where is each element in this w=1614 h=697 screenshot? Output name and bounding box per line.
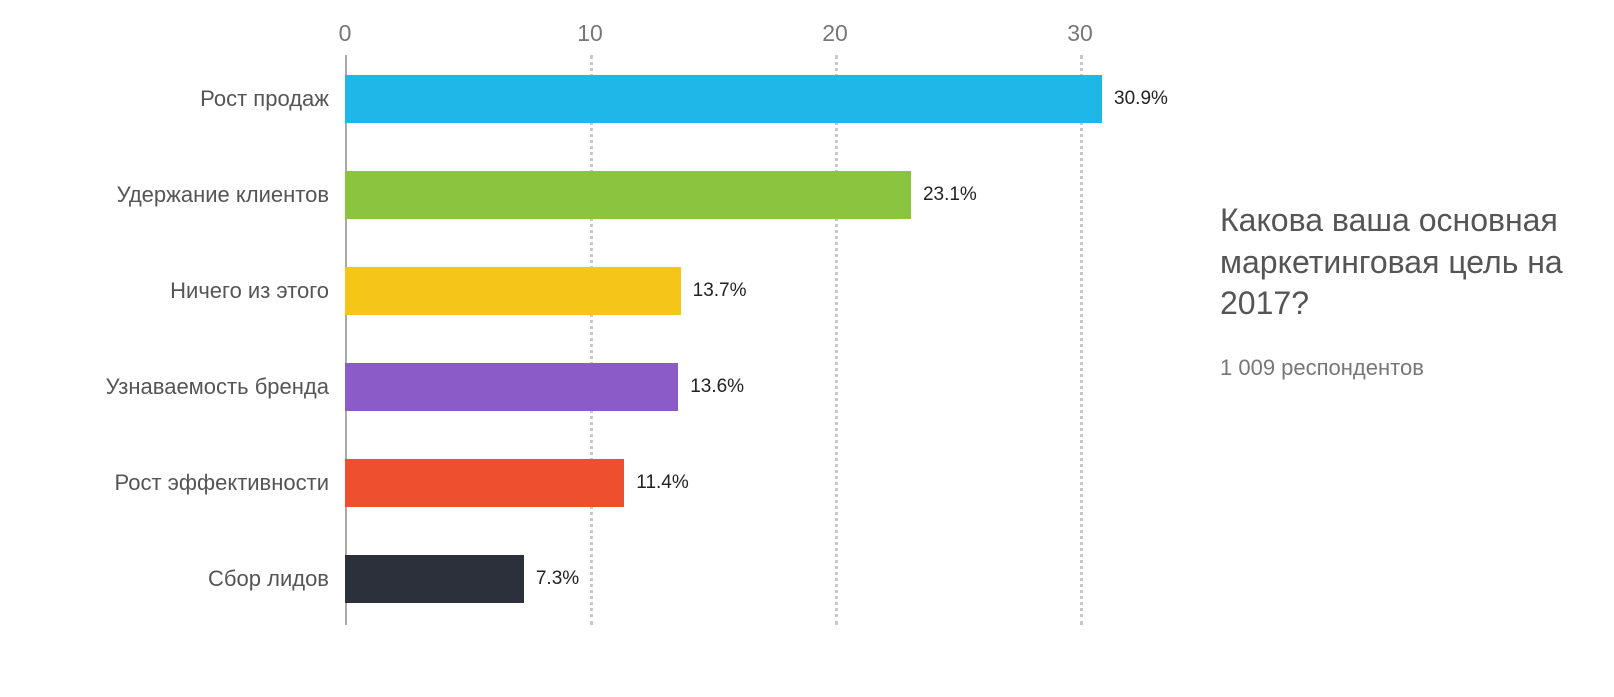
x-tick-label: 30: [1067, 20, 1093, 47]
bar-row: 11.4%: [345, 459, 689, 507]
side-subtitle: 1 009 респондентов: [1220, 355, 1570, 381]
bar-value-label: 23.1%: [923, 184, 977, 206]
bar-value-label: 11.4%: [636, 472, 688, 494]
y-category-label: Сбор лидов: [29, 555, 329, 603]
bar-value-label: 7.3%: [536, 568, 579, 590]
bar-row: 7.3%: [345, 555, 579, 603]
bar-row: 23.1%: [345, 171, 977, 219]
x-tick-label: 20: [822, 20, 848, 47]
chart-plot-area: 30.9%23.1%13.7%13.6%11.4%7.3%: [345, 55, 1115, 625]
bar-value-label: 13.6%: [690, 376, 744, 398]
side-panel: Какова ваша основная маркетинговая цель …: [1220, 200, 1570, 381]
bar: [345, 363, 678, 411]
gridline: [1080, 55, 1083, 625]
bar: [345, 459, 624, 507]
x-axis-labels: 0102030: [345, 20, 1115, 50]
bar: [345, 555, 524, 603]
x-tick-label: 0: [339, 20, 352, 47]
x-tick-label: 10: [577, 20, 603, 47]
bar: [345, 75, 1102, 123]
bar-value-label: 30.9%: [1114, 88, 1168, 110]
y-category-label: Удержание клиентов: [29, 171, 329, 219]
gridline: [835, 55, 838, 625]
y-category-label: Рост продаж: [29, 75, 329, 123]
side-title: Какова ваша основная маркетинговая цель …: [1220, 200, 1570, 325]
y-category-label: Рост эффективности: [29, 459, 329, 507]
y-category-label: Узнаваемость бренда: [29, 363, 329, 411]
y-category-label: Ничего из этого: [29, 267, 329, 315]
chart-container: 0 10 20 30 30.9% 23.1% 13.7% 13.6% 11.4% 7.3% Ро…: [0, 0, 1614, 697]
bar: [345, 171, 911, 219]
y-axis-line: [345, 55, 347, 625]
bar-row: 30.9%: [345, 75, 1168, 123]
bar: [345, 267, 681, 315]
gridline: [590, 55, 593, 625]
bar-row: 13.6%: [345, 363, 744, 411]
bar-value-label: 13.7%: [693, 280, 747, 302]
bar-row: 13.7%: [345, 267, 747, 315]
